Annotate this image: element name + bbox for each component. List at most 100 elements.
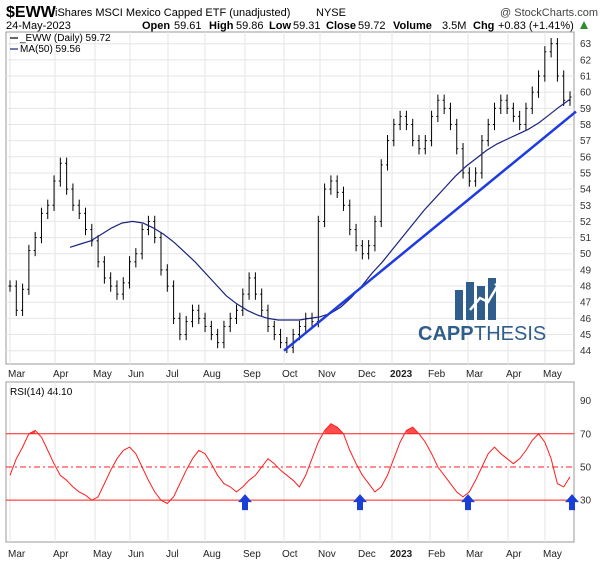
- rsi-x-axis: Mar Apr May Jun Jul Aug Sep Oct Nov Dec 2023 Feb Mar…: [8, 549, 562, 560]
- rsi-legend-label: RSI(14) 44.10: [10, 387, 73, 398]
- open-value: 59.61: [174, 20, 202, 32]
- price-x-tick-label: Aug: [203, 369, 221, 380]
- price-y-tick-label: 59: [580, 104, 592, 115]
- price-y-tick-label: 52: [580, 217, 592, 228]
- legend-price-label: _EWW (Daily) 59.72: [19, 33, 111, 44]
- logo-text-capp: CAPP: [418, 323, 474, 345]
- price-y-tick-label: 50: [580, 249, 592, 260]
- rsi-series: [9, 423, 571, 505]
- price-x-tick-label: Mar: [466, 369, 484, 380]
- watermark: @ StockCharts.com: [500, 7, 598, 19]
- chg-label: Chg: [473, 20, 494, 32]
- rsi-x-tick-label: Mar: [466, 549, 484, 560]
- close-value: 59.72: [358, 20, 386, 32]
- rsi-y-tick-label: 30: [580, 496, 592, 507]
- price-x-tick-label: Apr: [506, 369, 522, 380]
- price-y-tick-label: 63: [580, 39, 592, 50]
- rsi-overbought-fill: [406, 427, 419, 434]
- high-value: 59.86: [236, 20, 264, 32]
- high-label: High: [209, 20, 234, 32]
- rsi-x-tick-label: Dec: [358, 549, 376, 560]
- rsi-panel: [5, 381, 575, 543]
- price-y-tick-label: 45: [580, 330, 592, 341]
- exchange-label: NYSE: [316, 7, 346, 19]
- logo-text-thesis: THESIS: [474, 323, 546, 345]
- rsi-y-tick-label: 70: [580, 429, 592, 440]
- rsi-y-axis: 30 50 70 90: [580, 396, 592, 507]
- trendline-line: [283, 110, 577, 352]
- rsi-x-tick-label: Jul: [166, 549, 179, 560]
- volume-label: Volume: [393, 20, 432, 32]
- price-y-tick-label: 49: [580, 265, 592, 276]
- price-y-tick-label: 58: [580, 120, 592, 131]
- rsi-x-tick-label: Oct: [282, 549, 298, 560]
- ma-line: [69, 98, 571, 321]
- price-x-tick-label: Apr: [53, 369, 69, 380]
- rsi-x-tick-label: Mar: [8, 549, 26, 560]
- low-label: Low: [269, 20, 291, 32]
- rsi-y-tick-label: 50: [580, 462, 592, 473]
- rsi-y-tick-label: 90: [580, 396, 592, 407]
- price-y-tick-label: 51: [580, 233, 592, 244]
- price-x-tick-label: Jun: [128, 369, 144, 380]
- legend-ma-label: MA(50) 59.56: [20, 44, 81, 55]
- price-y-tick-label: 46: [580, 314, 592, 325]
- volume-value: 3.5M: [442, 20, 466, 32]
- price-x-tick-label: Mar: [8, 369, 26, 380]
- price-y-tick-label: 61: [580, 72, 592, 83]
- up-arrow-icon: [461, 494, 475, 511]
- date-label: 24-May-2023: [6, 20, 71, 32]
- price-x-tick-label: May: [93, 369, 112, 380]
- price-y-tick-label: 56: [580, 152, 592, 163]
- rsi-arrows: [238, 494, 579, 511]
- up-arrow-shape: [238, 494, 252, 511]
- open-label: Open: [142, 20, 170, 32]
- ticker-symbol: $EWW: [6, 4, 57, 21]
- security-name: iShares MSCI Mexico Capped ETF (unadjust…: [55, 7, 290, 19]
- rsi-x-tick-label: Aug: [203, 549, 221, 560]
- up-arrow-icon: [238, 494, 252, 511]
- capp-thesis-logo: CAPP THESIS: [418, 278, 546, 345]
- price-x-tick-label: Jul: [166, 369, 179, 380]
- low-value: 59.31: [293, 20, 321, 32]
- rsi-overbought-fill: [324, 423, 344, 434]
- price-x-tick-label: May: [543, 369, 562, 380]
- rsi-x-tick-label: Apr: [53, 549, 69, 560]
- close-label: Close: [326, 20, 356, 32]
- chg-value: +0.83 (+1.41%): [498, 20, 574, 32]
- price-x-tick-label: Nov: [318, 369, 336, 380]
- rsi-x-tick-label: 2023: [390, 549, 413, 560]
- rsi-grid: [6, 382, 574, 542]
- price-y-tick-label: 55: [580, 168, 592, 179]
- ma-series: [69, 98, 571, 321]
- up-arrow-icon: [565, 494, 579, 511]
- rsi-x-tick-label: Feb: [428, 549, 446, 560]
- price-x-axis: Mar Apr May Jun Jul Aug Sep Oct Nov Dec 2023 Feb Mar…: [8, 369, 562, 380]
- up-arrow-shape: [565, 494, 579, 511]
- price-x-tick-label: Feb: [428, 369, 446, 380]
- price-y-tick-label: 44: [580, 346, 592, 357]
- rsi-x-tick-label: May: [93, 549, 112, 560]
- price-x-tick-label: Oct: [282, 369, 298, 380]
- rsi-x-tick-label: Jun: [128, 549, 144, 560]
- up-arrow-shape: [461, 494, 475, 511]
- price-y-tick-label: 60: [580, 88, 592, 99]
- up-arrow-icon: [353, 494, 367, 511]
- price-y-tick-label: 48: [580, 282, 592, 293]
- price-x-tick-label: 2023: [390, 369, 413, 380]
- price-y-tick-label: 57: [580, 136, 592, 147]
- trendline: [283, 110, 577, 352]
- price-x-tick-label: Dec: [358, 369, 376, 380]
- price-series: [8, 38, 572, 354]
- price-y-tick-label: 62: [580, 55, 592, 66]
- rsi-x-tick-label: Apr: [506, 549, 522, 560]
- bar-chart-logo-icon: [455, 278, 500, 320]
- price-legend: _EWW (Daily) 59.72 MA(50) 59.56: [10, 33, 111, 55]
- rsi-x-tick-label: Sep: [243, 549, 261, 560]
- rsi-x-tick-label: May: [543, 549, 562, 560]
- price-y-axis: 44 45 46 47 48 49 50 51 52 53 54 55 56 57 58 59 60 61 62 63: [580, 39, 592, 357]
- up-triangle-icon: [580, 21, 588, 29]
- rsi-line: [9, 423, 571, 505]
